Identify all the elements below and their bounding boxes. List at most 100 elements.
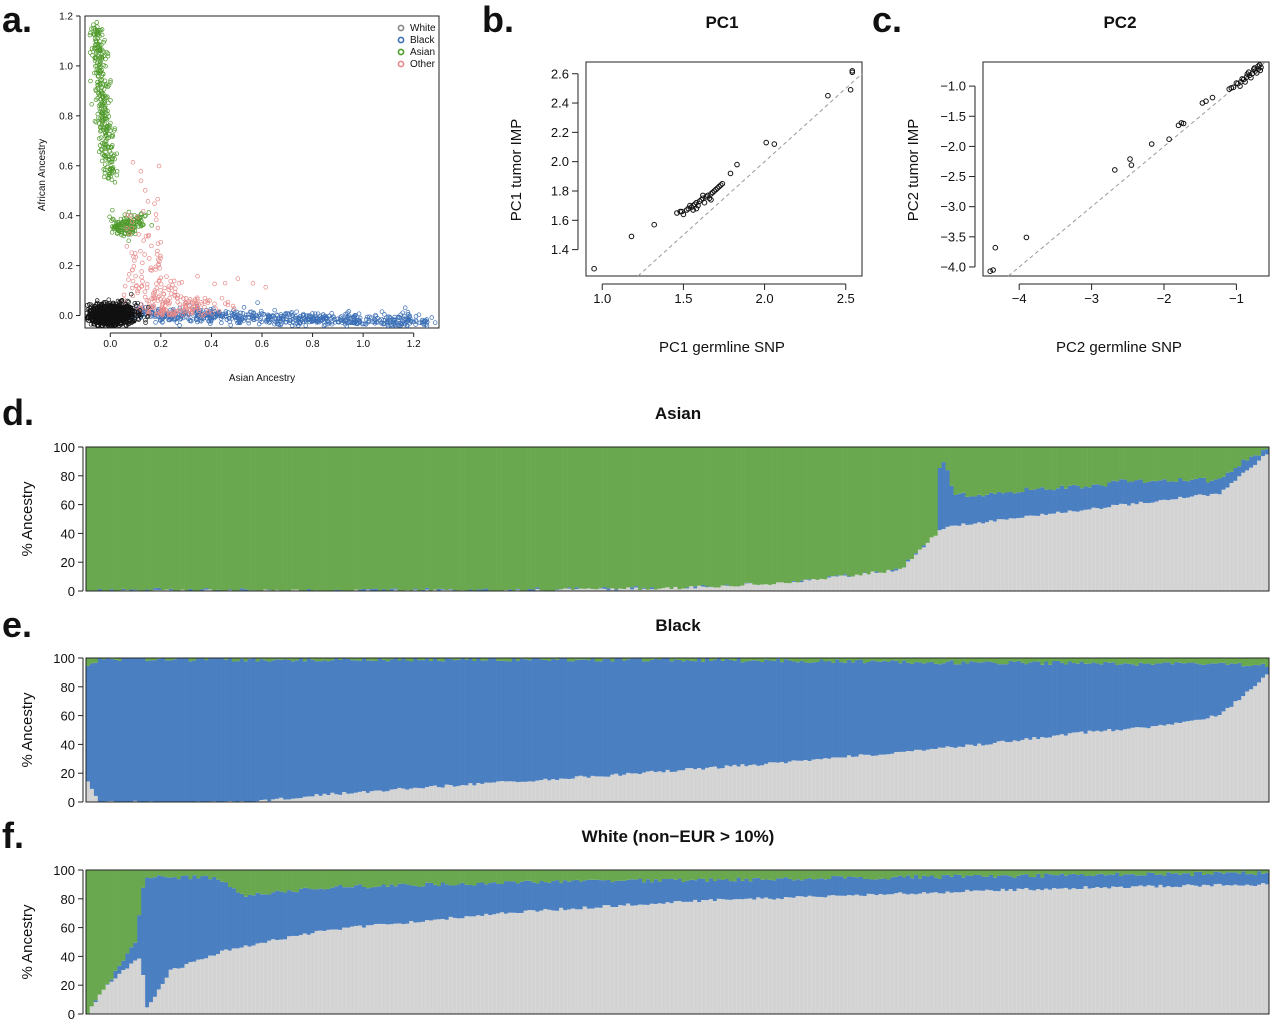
bar-segment-white	[740, 764, 745, 803]
bar-segment-black	[795, 662, 801, 761]
bar-segment-black	[539, 659, 544, 781]
bar-segment-asian	[1130, 658, 1136, 665]
bar-segment-asian	[941, 870, 946, 876]
bar-segment-white	[1032, 515, 1037, 592]
point-other	[213, 306, 218, 311]
point-asian	[94, 70, 99, 76]
bar-segment-black	[764, 879, 769, 898]
bar-segment-black	[1205, 664, 1211, 719]
point-other	[163, 307, 169, 313]
bar-segment-asian	[768, 447, 773, 585]
bar-segment-asian	[176, 447, 181, 591]
pc1-point	[727, 170, 734, 177]
bar-segment-asian	[716, 447, 722, 588]
point-other	[231, 306, 237, 311]
bar-segment-black	[247, 658, 252, 802]
point-asian	[121, 219, 127, 224]
bar-segment-asian	[653, 447, 659, 590]
bar-segment-asian	[117, 870, 122, 966]
point-black	[199, 315, 205, 321]
bar-segment-asian	[259, 447, 264, 591]
bar-segment-asian	[886, 447, 891, 570]
bar-segment-black	[291, 661, 296, 799]
bar-segment-asian	[89, 658, 95, 664]
bar-segment-asian	[989, 447, 994, 493]
bar-segment-black	[563, 880, 568, 911]
bar-segment-asian	[405, 870, 410, 885]
point-black	[269, 314, 274, 319]
bar-segment-white	[1016, 888, 1021, 1015]
bar-segment-black	[697, 658, 702, 769]
bar-segment-asian	[996, 658, 1002, 665]
point-other	[154, 217, 159, 222]
bar-segment-black	[235, 661, 241, 802]
bar-segment-black	[283, 892, 288, 940]
point-other	[158, 296, 163, 302]
bar-segment-white	[685, 768, 690, 803]
bar-segment-white	[1008, 888, 1014, 1015]
point-other	[183, 302, 189, 308]
bar-segment-asian	[661, 447, 666, 589]
point-asian	[95, 86, 100, 91]
bar-segment-black	[547, 660, 552, 781]
bar-segment-white	[645, 904, 651, 1015]
bar-segment-asian	[89, 870, 95, 1007]
point-other	[200, 313, 206, 318]
legend-marker-asian	[397, 48, 405, 56]
bar-segment-white	[843, 895, 848, 1015]
bar-segment-black	[389, 884, 394, 925]
bar-segment-black	[1217, 662, 1222, 716]
point-other	[183, 296, 189, 301]
bar-segment-black	[267, 894, 272, 941]
bar-segment-white	[764, 897, 769, 1015]
bar-segment-white	[1103, 507, 1108, 592]
bar-segment-asian	[866, 447, 872, 575]
bar-segment-black	[594, 661, 599, 777]
bar-segment-asian	[1119, 658, 1124, 665]
bar-segment-black	[992, 877, 998, 892]
bar-segment-black	[1016, 875, 1021, 889]
bar-segment-black	[93, 1000, 99, 1003]
bar-segment-white	[744, 898, 749, 1015]
point-asian	[107, 123, 112, 128]
bar-segment-asian	[645, 658, 651, 662]
point-asian	[134, 219, 140, 225]
bar-segment-asian	[251, 447, 256, 591]
bar-segment-white	[377, 790, 383, 803]
bar-segment-black	[409, 885, 414, 921]
bar-segment-asian	[188, 870, 193, 880]
bar-segment-black	[606, 879, 611, 906]
bar-segment-asian	[500, 870, 505, 885]
bar-segment-white	[448, 784, 454, 803]
bar-segment-asian	[1229, 447, 1234, 472]
bar-segment-white	[957, 892, 962, 1015]
bar-segment-white	[815, 579, 820, 592]
bar-segment-black	[1150, 664, 1155, 727]
bar-segment-white	[850, 576, 856, 592]
x-tick-label: 2.5	[837, 291, 855, 306]
bar-segment-white	[432, 919, 438, 1015]
bar-segment-asian	[1186, 658, 1191, 664]
bar-segment-black	[338, 885, 343, 930]
point-other	[190, 306, 196, 312]
bar-segment-black	[756, 877, 761, 898]
bar-segment-asian	[1111, 658, 1116, 663]
bar-segment-black	[799, 880, 804, 897]
bar-segment-asian	[417, 870, 422, 887]
bar-segment-asian	[503, 447, 509, 591]
bar-segment-black	[480, 882, 485, 916]
bar-segment-asian	[697, 447, 702, 586]
point-black	[224, 317, 230, 322]
bar-segment-asian	[791, 870, 797, 881]
bar-segment-white	[93, 1001, 99, 1015]
bar-segment-asian	[977, 870, 982, 875]
bar-segment-asian	[740, 447, 745, 586]
point-other	[148, 267, 153, 273]
bar-segment-white	[653, 903, 659, 1015]
bar-segment-white	[1190, 720, 1195, 803]
bar-segment-white	[1221, 489, 1227, 592]
bar-segment-asian	[563, 870, 568, 881]
bar-segment-black	[996, 664, 1002, 742]
bar-segment-asian	[1194, 658, 1199, 664]
bar-segment-white	[949, 747, 954, 803]
